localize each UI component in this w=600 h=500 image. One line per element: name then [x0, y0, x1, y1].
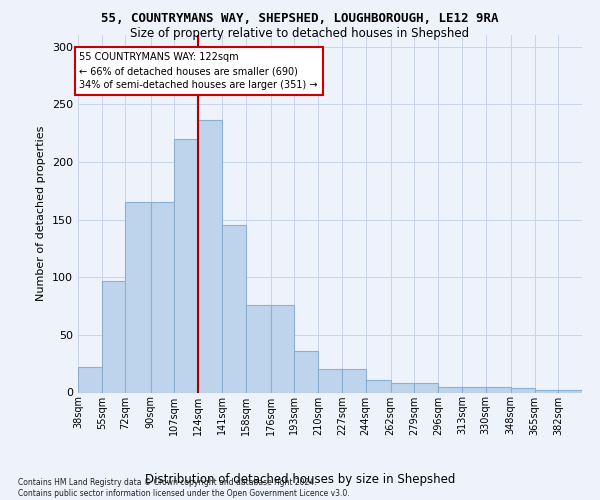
Text: Distribution of detached houses by size in Shepshed: Distribution of detached houses by size … [145, 472, 455, 486]
Bar [198, 120, 222, 392]
Bar [245, 305, 271, 392]
Text: 55, COUNTRYMANS WAY, SHEPSHED, LOUGHBOROUGH, LE12 9RA: 55, COUNTRYMANS WAY, SHEPSHED, LOUGHBORO… [101, 12, 499, 26]
Bar [438, 386, 462, 392]
Bar [151, 202, 175, 392]
Bar [535, 390, 558, 392]
Bar [485, 386, 511, 392]
Bar [78, 367, 102, 392]
Bar [365, 380, 391, 392]
Bar [558, 390, 582, 392]
Bar [391, 384, 415, 392]
Bar [271, 305, 295, 392]
Bar [318, 370, 342, 392]
Bar [102, 280, 125, 392]
Bar [511, 388, 535, 392]
Bar [415, 384, 438, 392]
Bar [462, 386, 485, 392]
Bar [342, 370, 365, 392]
Y-axis label: Number of detached properties: Number of detached properties [37, 126, 46, 302]
Text: Size of property relative to detached houses in Shepshed: Size of property relative to detached ho… [130, 28, 470, 40]
Text: 55 COUNTRYMANS WAY: 122sqm
← 66% of detached houses are smaller (690)
34% of sem: 55 COUNTRYMANS WAY: 122sqm ← 66% of deta… [79, 52, 318, 90]
Text: Contains HM Land Registry data © Crown copyright and database right 2024.
Contai: Contains HM Land Registry data © Crown c… [18, 478, 350, 498]
Bar [125, 202, 151, 392]
Bar [295, 351, 318, 393]
Bar [175, 139, 198, 392]
Bar [222, 226, 245, 392]
